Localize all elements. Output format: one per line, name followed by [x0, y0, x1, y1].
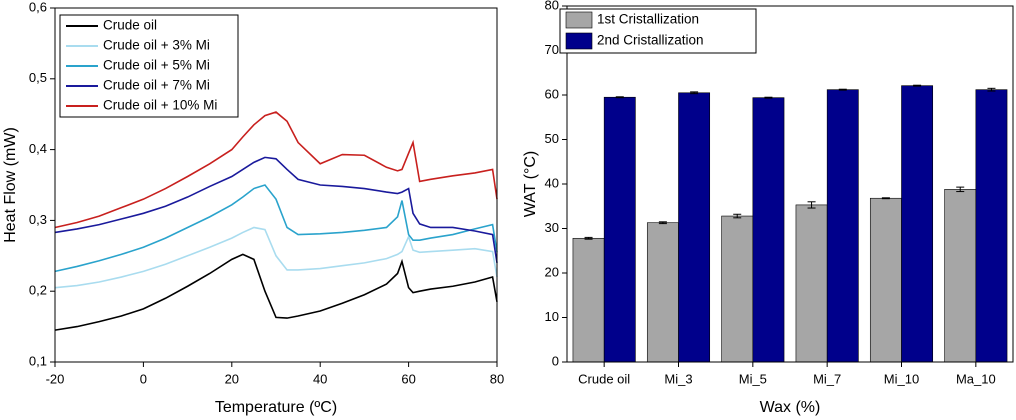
error-bar	[658, 221, 667, 225]
bar	[646, 222, 679, 363]
bar	[901, 85, 934, 363]
plot-frame	[566, 5, 1014, 363]
y-tick-label: 0,2	[29, 283, 47, 298]
bar	[572, 237, 605, 363]
x-tick-label: 20	[225, 371, 239, 386]
x-axis-title: Wax (%)	[760, 399, 821, 416]
bar	[678, 92, 711, 363]
x-tick-label: Mi_7	[813, 371, 841, 386]
y-tick-label: 0,4	[29, 141, 47, 156]
bar	[975, 89, 1008, 363]
legend-label: Crude oil	[103, 18, 157, 33]
y-tick-label: 0,3	[29, 212, 47, 227]
y-tick-label: 0,1	[29, 353, 47, 368]
error-bar	[807, 201, 816, 209]
y-tick-label: 0	[552, 353, 559, 368]
y-tick-label: 0,6	[29, 0, 47, 14]
error-bar	[881, 197, 890, 200]
y-axis-title: WAT (°C)	[522, 151, 539, 218]
data-line	[54, 111, 498, 229]
legend-label: 2nd Cristallization	[597, 33, 704, 48]
y-tick-label: 60	[545, 86, 559, 101]
bar	[752, 97, 785, 363]
y-tick-label: 20	[545, 264, 559, 279]
error-bar	[838, 88, 847, 91]
error-bar	[987, 87, 996, 92]
x-tick-label: 80	[490, 371, 504, 386]
legend-box	[559, 8, 757, 54]
plot-frame	[54, 7, 498, 363]
legend-swatch	[565, 32, 593, 50]
bar	[721, 215, 754, 363]
y-tick-label: 80	[545, 0, 559, 12]
data-line	[54, 156, 498, 264]
x-tick-label: -20	[46, 371, 65, 386]
x-tick-label: 40	[313, 371, 327, 386]
x-tick-label: 60	[401, 371, 415, 386]
x-tick-label: Mi_10	[884, 371, 919, 386]
y-tick-label: 30	[545, 220, 559, 235]
error-bar	[690, 91, 699, 95]
bar	[944, 189, 977, 363]
legend-label: Crude oil + 10% Mi	[103, 98, 217, 113]
legend-label: 1st Cristallization	[597, 12, 699, 27]
error-bar	[913, 84, 922, 87]
legend-label: Crude oil + 7% Mi	[103, 78, 210, 93]
y-tick-label: 0,5	[29, 70, 47, 85]
data-line	[54, 226, 498, 289]
x-tick-label: Crude oil	[578, 371, 630, 386]
error-bar	[584, 236, 593, 240]
legend-label: Crude oil + 5% Mi	[103, 58, 210, 73]
bar	[869, 197, 902, 363]
error-bar	[615, 96, 624, 99]
x-tick-label: 0	[140, 371, 147, 386]
error-bar	[764, 96, 773, 99]
bar	[826, 89, 859, 363]
x-axis-title: Temperature (ºC)	[215, 399, 337, 416]
y-tick-label: 70	[545, 42, 559, 57]
x-tick-label: Mi_5	[739, 371, 767, 386]
legend-swatch	[565, 11, 593, 29]
error-bar	[956, 186, 965, 193]
data-line	[54, 184, 498, 273]
x-tick-label: Ma_10	[956, 371, 996, 386]
y-axis-title: Heat Flow (mW)	[2, 127, 19, 243]
error-bar	[733, 213, 742, 219]
legend-label: Crude oil + 3% Mi	[103, 38, 210, 53]
y-tick-label: 40	[545, 175, 559, 190]
bar	[795, 204, 828, 363]
y-tick-label: 10	[545, 309, 559, 324]
y-tick-label: 50	[545, 131, 559, 146]
x-tick-label: Mi_3	[664, 371, 692, 386]
bar	[603, 96, 636, 363]
data-line	[54, 253, 498, 331]
